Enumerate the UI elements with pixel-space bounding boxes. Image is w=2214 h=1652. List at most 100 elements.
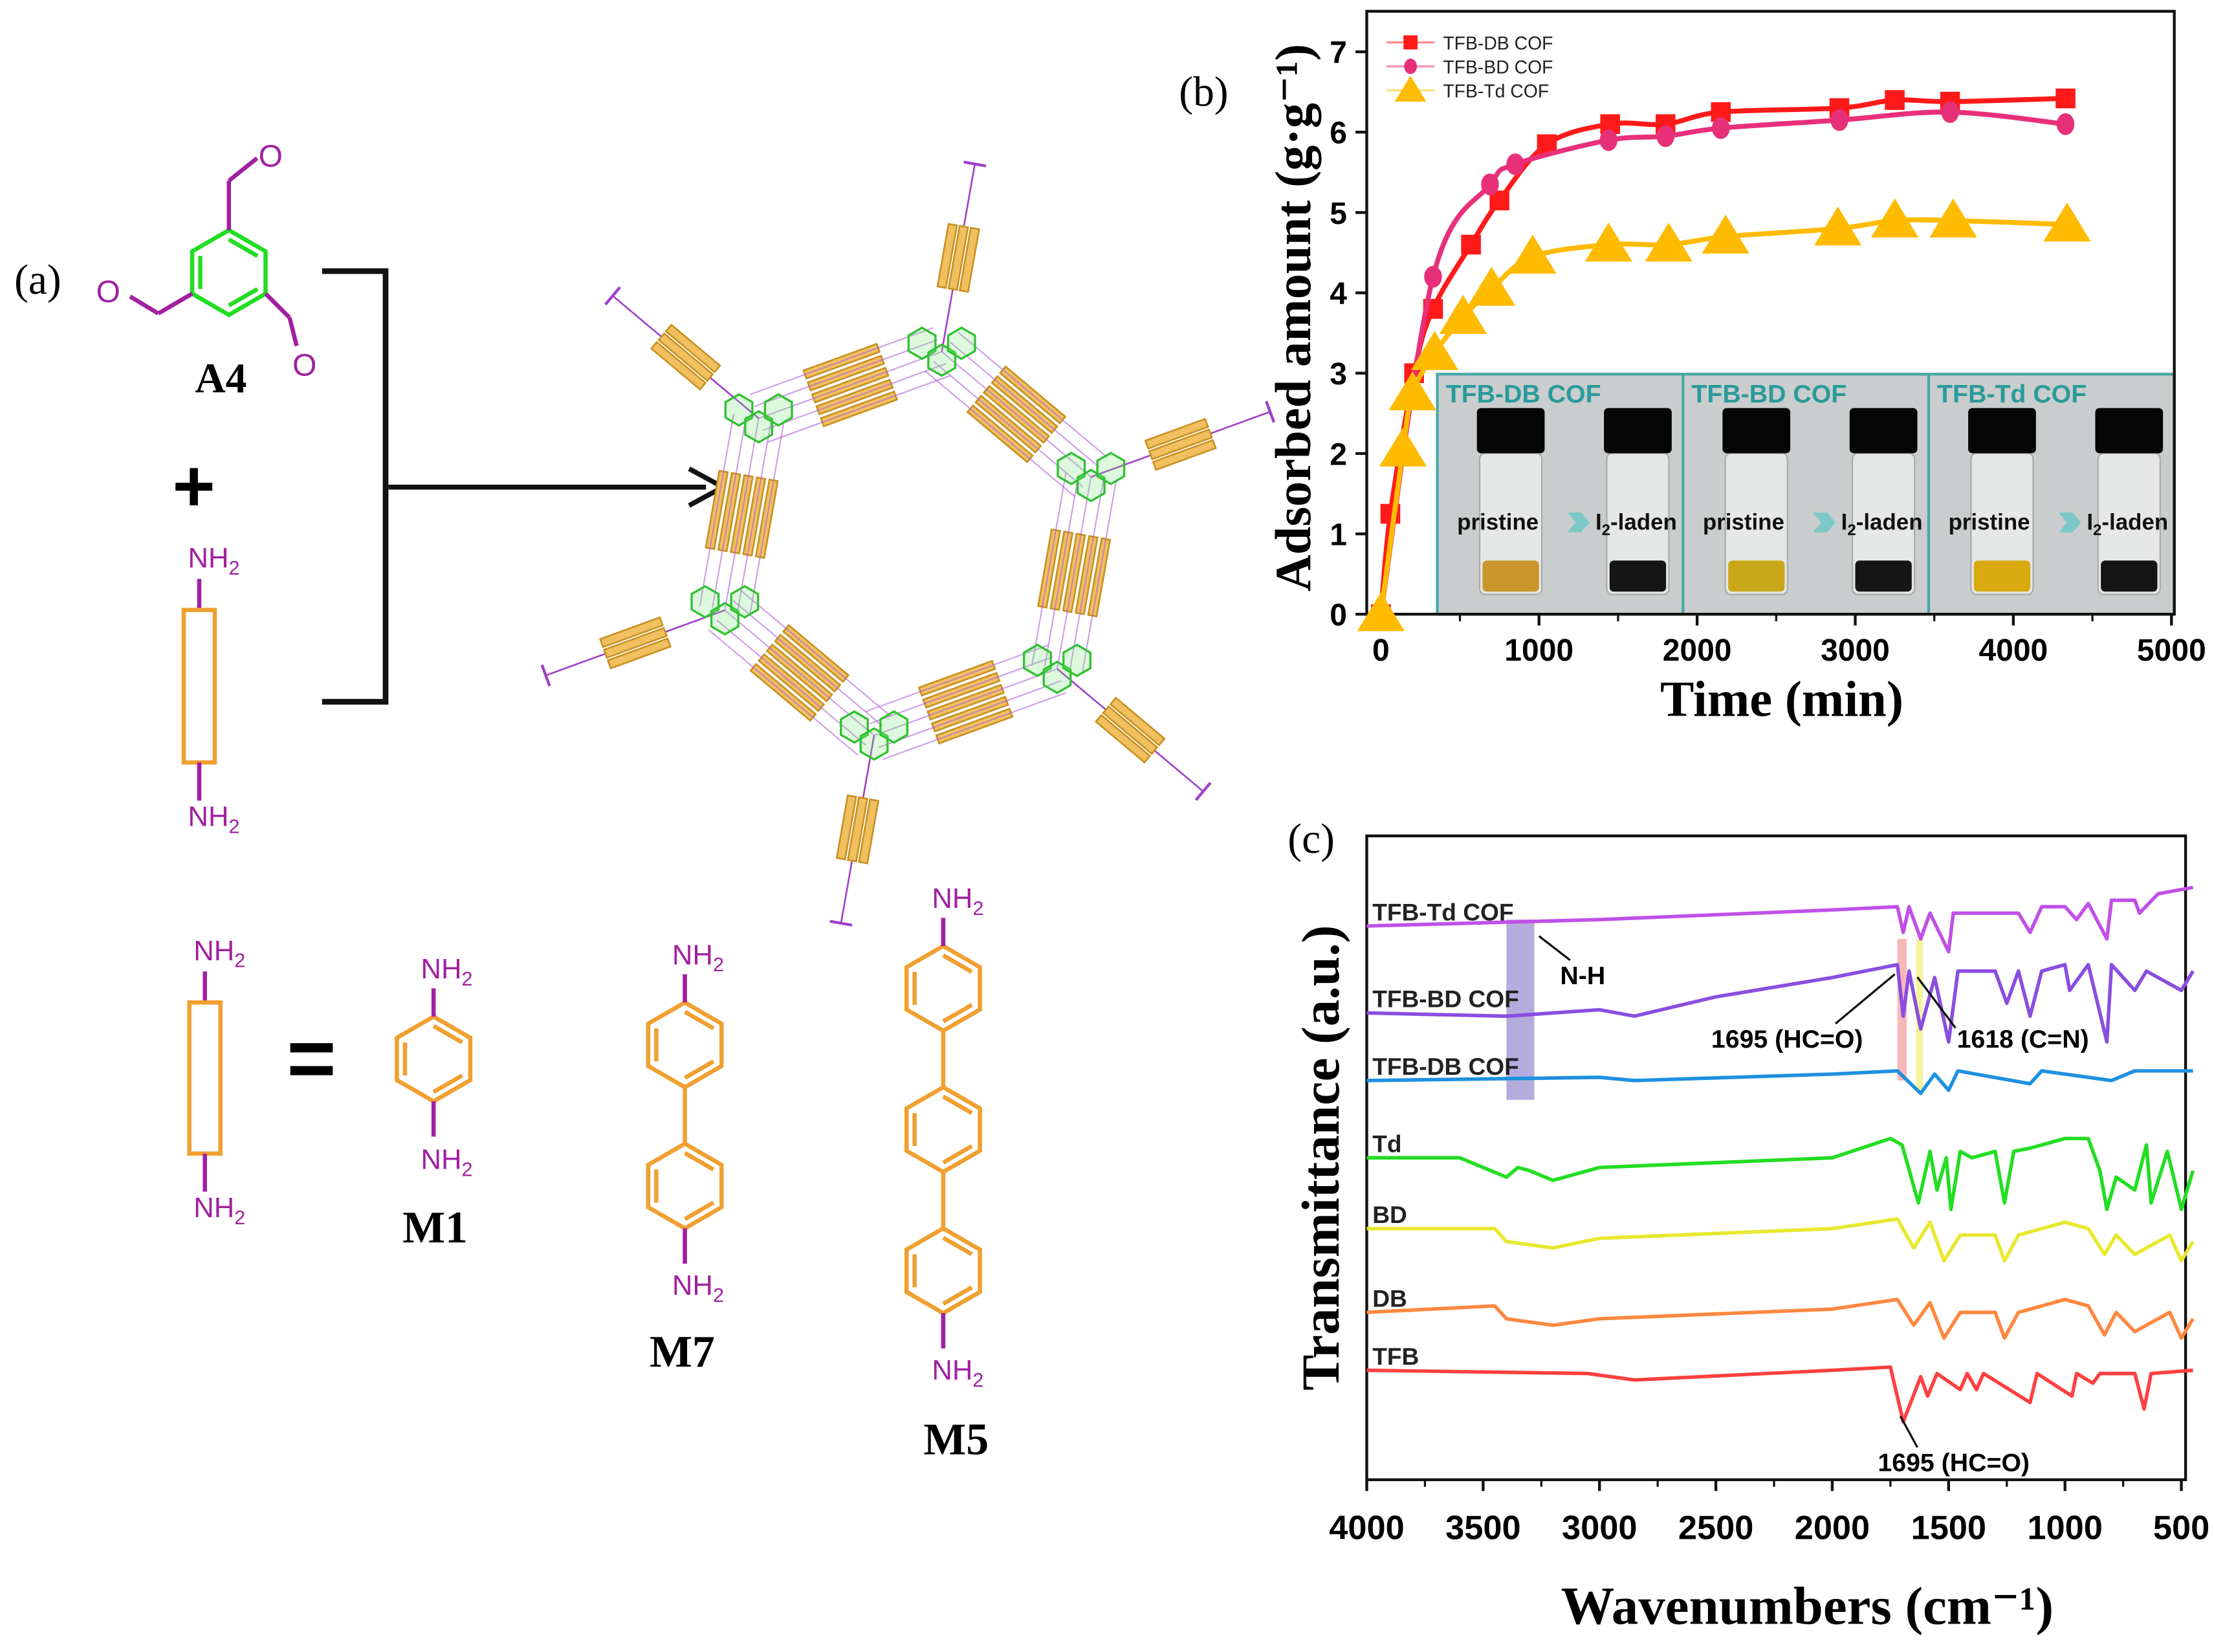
x-tick-label: 0 — [1372, 633, 1390, 668]
chevron-right-icon — [1567, 512, 1590, 533]
iodine-laden-powder — [1609, 560, 1667, 592]
cof-benzene-node — [730, 585, 760, 619]
highlight-band — [1506, 920, 1535, 1100]
spectrum-tfb-td-cof: TFB-Td COF — [1366, 885, 2194, 954]
m1-amine-bottom: NH2 — [421, 1144, 473, 1181]
data-point — [1702, 214, 1749, 254]
plot-frame — [1365, 10, 2176, 616]
cof-linker-rod — [1102, 705, 1159, 755]
oxygen-label: O — [259, 139, 283, 173]
m1-benzene-ring — [395, 1014, 473, 1104]
cof-imine-bond — [925, 370, 1075, 498]
y-tick-label: 5 — [1330, 197, 1347, 231]
spectrum-label: TFB — [1372, 1343, 1419, 1370]
cof-imine-bond — [763, 362, 947, 432]
m1-amine-top: NH2 — [421, 953, 473, 990]
cof-benzene-node — [763, 393, 793, 427]
data-point — [1357, 592, 1405, 632]
double-bond — [942, 1003, 973, 1024]
spectrum-line — [1366, 1217, 2195, 1263]
cof-chain-end — [604, 286, 621, 305]
cof-imine-bond — [749, 423, 785, 615]
double-bond — [432, 1074, 464, 1094]
data-point — [1481, 173, 1499, 195]
y-tick-label: 7 — [1330, 36, 1347, 71]
cof-linker-rod — [1152, 439, 1217, 471]
hco-cof-annotation: 1695 (HC=O) — [1711, 1025, 1863, 1053]
reaction-bracket — [322, 268, 389, 705]
data-point — [2056, 113, 2075, 135]
double-bond — [683, 1151, 715, 1172]
y-tick-label: 6 — [1330, 116, 1347, 151]
generic-amine-top: NH2 — [193, 935, 245, 972]
oxygen-label: O — [292, 348, 316, 382]
a4-label: A4 — [195, 356, 247, 402]
cof-imine-bond — [711, 415, 747, 608]
spectrum-tfb-db-cof: TFB-DB COF — [1366, 1053, 2193, 1096]
pristine-label: pristine — [1703, 509, 1784, 534]
panel-a-scheme: (a) A4 + = M1 M7 M5 O O O NH2 NH2 NH2 NH2 NH2 NH… — [14, 139, 1276, 1465]
double-bond — [942, 1144, 973, 1165]
plus-sign: + — [172, 445, 215, 527]
spectrum-line — [1366, 1069, 2193, 1096]
spectrum-line — [1366, 963, 2195, 1044]
x-tick-label: 4000 — [1329, 1509, 1404, 1547]
m5-benzene-ring — [904, 943, 982, 1033]
data-point — [1645, 223, 1693, 262]
spectrum-db: DB — [1366, 1284, 2195, 1340]
iodine-laden-label: I2-laden — [1841, 509, 1923, 539]
cof-benzene-node — [879, 710, 909, 744]
molecule-structures: O O O NH2 NH2 NH2 NH2 NH2 NH2 NH2 NH2 NH2 NH2 — [96, 139, 984, 1391]
spectrum-label: TFB-Td COF — [1372, 898, 1513, 925]
x-tick-label: 1500 — [1911, 1509, 1986, 1547]
x-tick-label: 3000 — [1562, 1509, 1637, 1547]
x-tick-label: 5000 — [2137, 633, 2206, 668]
spectrum-tfb-bd-cof: TFB-BD COF — [1366, 963, 2195, 1044]
data-point — [1599, 129, 1617, 151]
spectrum-line — [1366, 1136, 2195, 1211]
cof-imine-bond — [878, 680, 1062, 749]
cof-imine-bond — [740, 590, 891, 717]
cof-imine-bond — [1044, 474, 1080, 667]
equals-sign: = — [287, 1010, 336, 1105]
data-point — [1885, 90, 1905, 110]
y-axis-title: Adsorbed amount (g·g⁻¹) — [1265, 44, 1321, 591]
double-bond — [942, 953, 973, 974]
iodine-laden-label: I2-laden — [1595, 509, 1677, 539]
data-point — [1467, 267, 1516, 306]
x-tick-label: 500 — [2153, 1509, 2209, 1547]
double-bond — [432, 1024, 464, 1044]
data-point — [1870, 198, 1919, 237]
bond — [129, 294, 160, 316]
data-point — [1424, 265, 1442, 288]
cof-benzene-node — [1096, 452, 1126, 485]
cof-imine-bond — [736, 420, 773, 613]
spectrum-tfb: TFB — [1366, 1343, 2193, 1424]
reactant-amine-top: NH2 — [188, 542, 239, 579]
y-tick-label: 4 — [1330, 277, 1347, 311]
data-point — [1929, 198, 1977, 237]
cn-annotation: 1618 (C=N) — [1957, 1025, 2089, 1053]
inset-photo: TFB-DB COF pristine I2-laden TFB-BD COF pris… — [1436, 373, 2176, 616]
data-point — [1388, 371, 1436, 410]
panel-c-ftir-chart: (c) 4000 3500 3000 2500 2000 1500 1000 500 TFB-T… — [1288, 816, 2209, 1635]
hco-tfb-annotation: 1695 (HC=O) — [1878, 1449, 2030, 1477]
y-axis-title: Transmittance (a.u.) — [1291, 925, 1350, 1391]
iodine-laden-label: I2-laden — [2087, 509, 2168, 539]
cof-framework-structure — [540, 160, 1276, 927]
generic-amine-bottom: NH2 — [193, 1192, 245, 1229]
cof-chain-end — [963, 160, 987, 168]
legend-label: TFB-BD COF — [1443, 57, 1553, 78]
cof-linker-rod — [947, 225, 969, 291]
cof-linker-rod — [606, 637, 672, 670]
y-tick-label: 0 — [1330, 599, 1347, 633]
m7-amine-bottom: NH2 — [672, 1270, 724, 1306]
iodine-laden-powder — [2101, 560, 2158, 592]
data-point — [1509, 234, 1557, 274]
x-tick-label: 2500 — [1678, 1509, 1753, 1547]
pristine-powder — [1973, 560, 2031, 592]
x-tick-label: 4000 — [1978, 633, 2048, 668]
m1-label: M1 — [402, 1203, 468, 1253]
